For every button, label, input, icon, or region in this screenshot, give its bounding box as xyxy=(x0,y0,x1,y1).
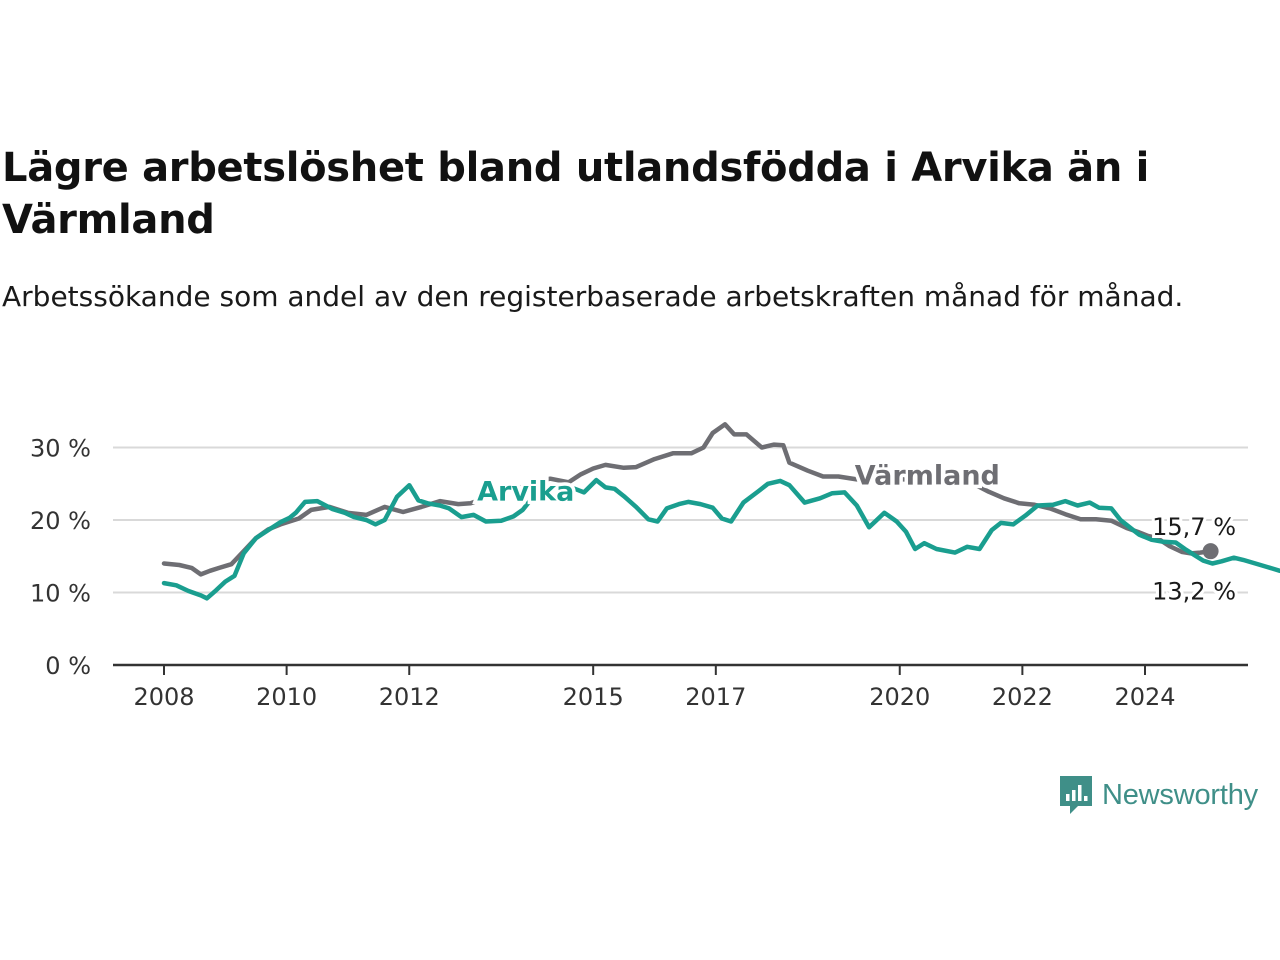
x-tick-label: 2022 xyxy=(992,683,1053,711)
y-tick-label: 20 % xyxy=(30,507,91,535)
end-value-label: 15,7 % xyxy=(1152,513,1236,541)
x-axis: 2008 2010 2012 2015 2017 2020 2022 2024 xyxy=(113,663,1248,711)
x-tick-label: 2008 xyxy=(133,683,194,711)
series-line-arvika xyxy=(161,477,1280,601)
x-tick-label: 2020 xyxy=(869,683,930,711)
y-axis-ticks: 0 % 10 % 20 % 30 % xyxy=(30,435,91,681)
series-annotation-värmland: Värmland xyxy=(855,460,1000,491)
series-annotation-arvika: Arvika xyxy=(477,476,574,507)
y-tick-label: 10 % xyxy=(30,580,91,608)
series-line-värmland xyxy=(161,422,1213,577)
series-lines xyxy=(161,422,1280,601)
x-tick-label: 2017 xyxy=(685,683,746,711)
x-tick-label: 2024 xyxy=(1114,683,1175,711)
chart-title: Lägre arbetslöshet bland utlandsfödda i … xyxy=(2,145,1150,243)
end-value-label: 13,2 % xyxy=(1152,577,1236,605)
newsworthy-logo-icon xyxy=(1060,776,1092,814)
series-labels: 15,7 % 13,2 % Arvika Värmland xyxy=(474,457,1239,608)
x-tick-label: 2012 xyxy=(379,683,440,711)
y-tick-label: 30 % xyxy=(30,435,91,463)
brand-logo: Newsworthy xyxy=(1058,772,1258,818)
x-tick-label: 2010 xyxy=(256,683,317,711)
y-tick-label: 0 % xyxy=(45,652,91,680)
x-tick-label: 2015 xyxy=(563,683,624,711)
brand-name: Newsworthy xyxy=(1102,778,1258,811)
gridlines xyxy=(113,446,1248,594)
chart-subtitle: Arbetssökande som andel av den registerb… xyxy=(2,280,1184,313)
end-point-värmland xyxy=(1202,543,1219,560)
